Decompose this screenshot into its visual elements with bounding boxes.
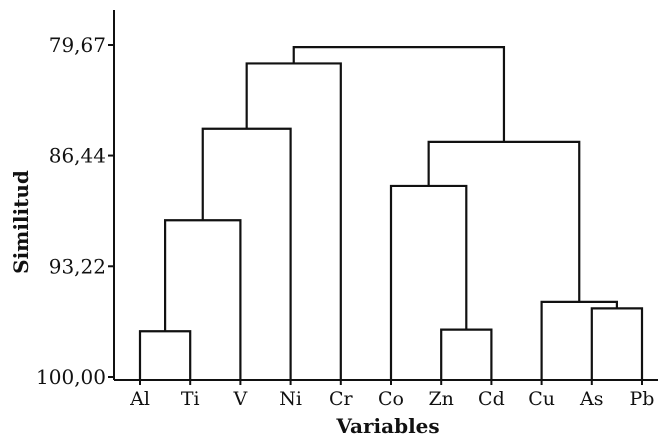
dendrogram-link xyxy=(138,330,192,380)
leaf-label: Ni xyxy=(279,388,302,410)
leaf-label: As xyxy=(579,388,603,410)
y-axis-title: Similitud xyxy=(9,170,33,274)
dendrogram-link xyxy=(292,46,506,142)
dendrogram-links xyxy=(138,46,644,380)
leaf-label: Cr xyxy=(329,388,354,410)
y-tick-label: 93,22 xyxy=(49,254,106,278)
dendrogram-link xyxy=(164,219,242,380)
leaf-label: Cd xyxy=(478,388,505,410)
leaf-label: Al xyxy=(129,388,150,410)
leaf-label: Cu xyxy=(528,388,555,410)
dendrogram-link xyxy=(245,62,342,380)
dendrogram-link xyxy=(201,127,292,380)
y-tick-label: 86,44 xyxy=(49,144,106,168)
dendrogram-link xyxy=(427,140,581,302)
leaf-label: V xyxy=(233,388,248,410)
dendrogram-link xyxy=(440,328,493,380)
dendrogram-link xyxy=(389,184,468,380)
axes xyxy=(113,10,658,381)
leaf-label: Zn xyxy=(428,388,453,410)
y-tick-label: 100,00 xyxy=(36,365,106,389)
leaf-label: Ti xyxy=(181,388,200,410)
y-ticks: 79,67 86,44 93,22 100,00 xyxy=(36,33,114,389)
dendrogram-link xyxy=(590,307,644,380)
leaf-label: Co xyxy=(378,388,404,410)
x-axis-title: Variables xyxy=(335,414,439,438)
y-tick-label: 79,67 xyxy=(49,33,106,57)
leaf-label: Pb xyxy=(630,388,655,410)
dendrogram-link xyxy=(540,300,618,380)
leaf-labels: Al Ti V Ni Cr Co Zn Cd Cu As Pb xyxy=(129,380,654,410)
